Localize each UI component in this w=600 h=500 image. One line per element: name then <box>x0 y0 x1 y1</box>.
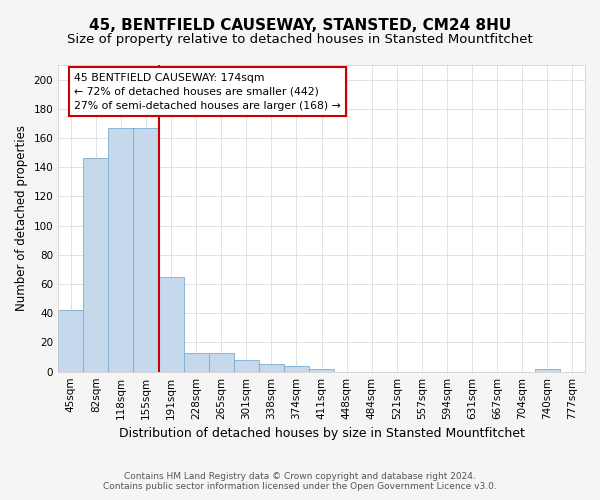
Text: Size of property relative to detached houses in Stansted Mountfitchet: Size of property relative to detached ho… <box>67 32 533 46</box>
Bar <box>284 366 309 372</box>
X-axis label: Distribution of detached houses by size in Stansted Mountfitchet: Distribution of detached houses by size … <box>119 427 524 440</box>
Bar <box>184 352 209 372</box>
Bar <box>309 369 334 372</box>
Bar <box>259 364 284 372</box>
Text: Contains public sector information licensed under the Open Government Licence v3: Contains public sector information licen… <box>103 482 497 491</box>
Bar <box>535 369 560 372</box>
Text: Contains HM Land Registry data © Crown copyright and database right 2024.: Contains HM Land Registry data © Crown c… <box>124 472 476 481</box>
Bar <box>234 360 259 372</box>
Y-axis label: Number of detached properties: Number of detached properties <box>15 126 28 312</box>
Bar <box>109 128 133 372</box>
Bar <box>133 128 158 372</box>
Bar <box>209 352 234 372</box>
Bar <box>83 158 109 372</box>
Text: 45, BENTFIELD CAUSEWAY, STANSTED, CM24 8HU: 45, BENTFIELD CAUSEWAY, STANSTED, CM24 8… <box>89 18 511 32</box>
Text: 45 BENTFIELD CAUSEWAY: 174sqm
← 72% of detached houses are smaller (442)
27% of : 45 BENTFIELD CAUSEWAY: 174sqm ← 72% of d… <box>74 72 341 110</box>
Bar <box>158 277 184 372</box>
Bar <box>58 310 83 372</box>
